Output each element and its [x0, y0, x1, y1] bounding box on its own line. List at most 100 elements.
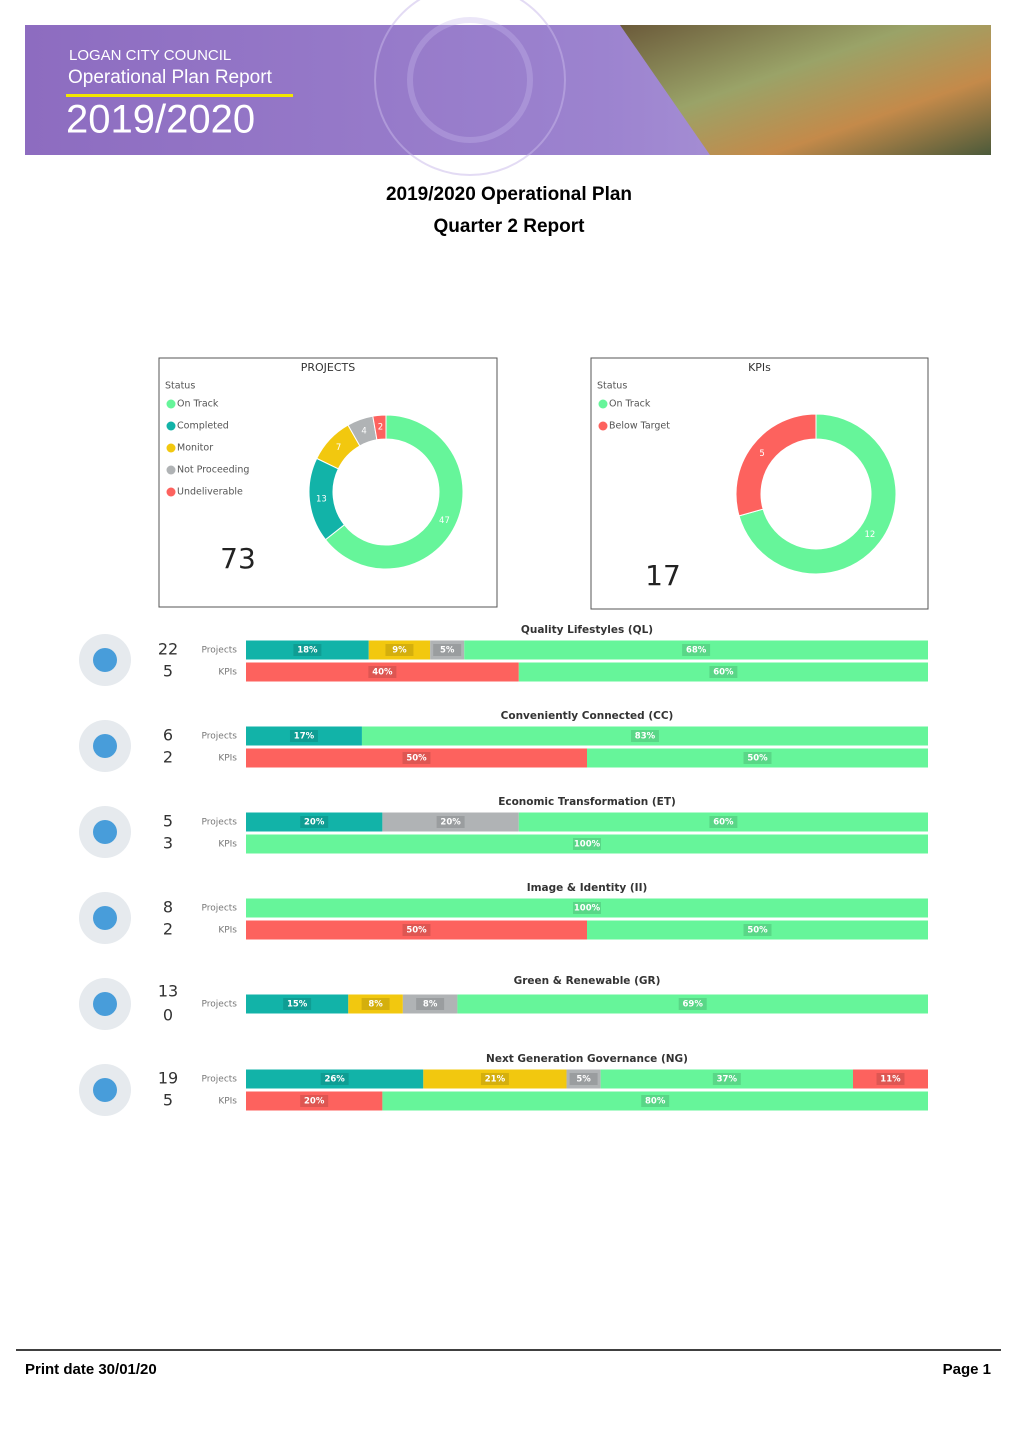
theme-title: Green & Renewable (GR): [514, 975, 661, 987]
value-pill: [320, 1073, 349, 1085]
row-label: KPIs: [218, 926, 237, 936]
row-label: Projects: [202, 1000, 238, 1010]
bar-segment: [246, 726, 362, 746]
value-label: 21%: [485, 1075, 506, 1085]
value-label: 50%: [747, 754, 768, 764]
bar-segment: [246, 834, 928, 854]
value-label: 37%: [717, 1075, 738, 1085]
bar-segment: [246, 1091, 383, 1111]
row-label: KPIs: [218, 754, 237, 764]
theme-title: Next Generation Governance (NG): [486, 1053, 688, 1065]
donut-segment: [735, 413, 817, 517]
count: 3: [163, 834, 173, 853]
segment-label: 2: [378, 423, 383, 433]
card-title: KPIs: [748, 361, 771, 374]
value-label: 18%: [297, 646, 318, 656]
bar-segment: [368, 640, 431, 660]
count: 5: [163, 812, 173, 831]
value-label: 60%: [713, 668, 734, 678]
bar-segment: [246, 640, 369, 660]
legend-label: Undeliverable: [177, 487, 243, 498]
count: 2: [163, 748, 173, 767]
value-label: 9%: [392, 646, 407, 656]
theme-section: Economic Transformation (ET) 5 Projects 20%…: [79, 796, 928, 858]
total: 17: [645, 559, 681, 592]
value-pill: [402, 924, 431, 936]
legend-swatch: [166, 421, 176, 431]
value-pill: [743, 924, 772, 936]
value-label: 68%: [686, 646, 707, 656]
row-label: KPIs: [218, 1097, 237, 1107]
bar-segment: [402, 994, 458, 1014]
value-label: 60%: [713, 818, 734, 828]
theme-icon-glyph: [93, 1078, 117, 1102]
banner-year: 2019/2020: [66, 98, 255, 142]
legend-label: Completed: [177, 421, 229, 432]
value-pill: [743, 752, 772, 764]
value-pill: [293, 644, 322, 656]
legend-label: Not Proceeding: [177, 465, 249, 476]
value-pill: [573, 838, 601, 850]
value-label: 69%: [683, 1000, 704, 1010]
segment-label: 13: [316, 494, 327, 504]
theme-section: Image & Identity (II) 8 Projects 100% 2 KPIs 5…: [79, 882, 928, 944]
bar-segment: [423, 1069, 567, 1089]
legend-label: Monitor: [177, 443, 213, 454]
title: 2019/2020 Operational Plan: [386, 184, 632, 205]
value-label: 50%: [406, 926, 427, 936]
value-pill: [402, 752, 431, 764]
value-pill: [678, 998, 707, 1010]
donut-segment: [738, 413, 897, 575]
legend-swatch: [598, 399, 608, 409]
segment-label: 47: [439, 516, 450, 526]
theme-section: Next Generation Governance (NG) 19 Project…: [79, 1053, 928, 1116]
count: 6: [163, 726, 173, 745]
legend-swatch: [166, 487, 176, 497]
row-label: Projects: [202, 732, 238, 742]
bar-segment: [246, 748, 587, 768]
value-label: 8%: [368, 1000, 383, 1010]
value-label: 26%: [324, 1075, 345, 1085]
legend-swatch: [166, 399, 176, 409]
bar-segment: [430, 640, 465, 660]
donut-card: PROJECTS Status On Track Completed Monitor No…: [158, 357, 498, 608]
theme-section: Quality Lifestyles (QL) 22 Projects 18% 9% 5%…: [79, 624, 928, 686]
value-pill: [300, 1095, 329, 1107]
banner-report: Operational Plan Report: [68, 67, 273, 88]
banner: LOGAN CITY COUNCIL Operational Plan Repo…: [25, 0, 991, 176]
value-pill: [283, 998, 312, 1010]
value-label: 100%: [574, 840, 601, 850]
value-label: 40%: [372, 668, 393, 678]
bar-segment: [246, 920, 587, 940]
bar-segment: [382, 812, 519, 832]
value-pill: [641, 1095, 670, 1107]
legend-swatch: [166, 443, 176, 453]
value-label: 17%: [294, 732, 315, 742]
theme-title: Conveniently Connected (CC): [501, 710, 674, 722]
legend-swatch: [598, 421, 608, 431]
value-pill: [682, 644, 711, 656]
theme-icon-glyph: [93, 648, 117, 672]
value-label: 100%: [574, 904, 601, 914]
value-pill: [385, 644, 414, 656]
value-pill: [361, 998, 390, 1010]
legend-swatch: [166, 465, 176, 475]
banner-deco: [407, 17, 533, 143]
value-label: 20%: [304, 1097, 325, 1107]
value-label: 50%: [747, 926, 768, 936]
bar-segment: [518, 662, 928, 682]
value-pill: [480, 1073, 509, 1085]
count: 5: [163, 662, 173, 681]
print-date: Print date 30/01/20: [25, 1361, 157, 1378]
value-label: 15%: [287, 1000, 308, 1010]
count: 0: [163, 1006, 173, 1025]
row-label: Projects: [202, 904, 238, 914]
row-label: Projects: [202, 646, 238, 656]
segment-label: 12: [864, 530, 875, 540]
banner-deco: [374, 0, 566, 176]
bar-segment: [246, 994, 349, 1014]
value-pill: [569, 1073, 598, 1085]
bar-segment: [587, 920, 928, 940]
